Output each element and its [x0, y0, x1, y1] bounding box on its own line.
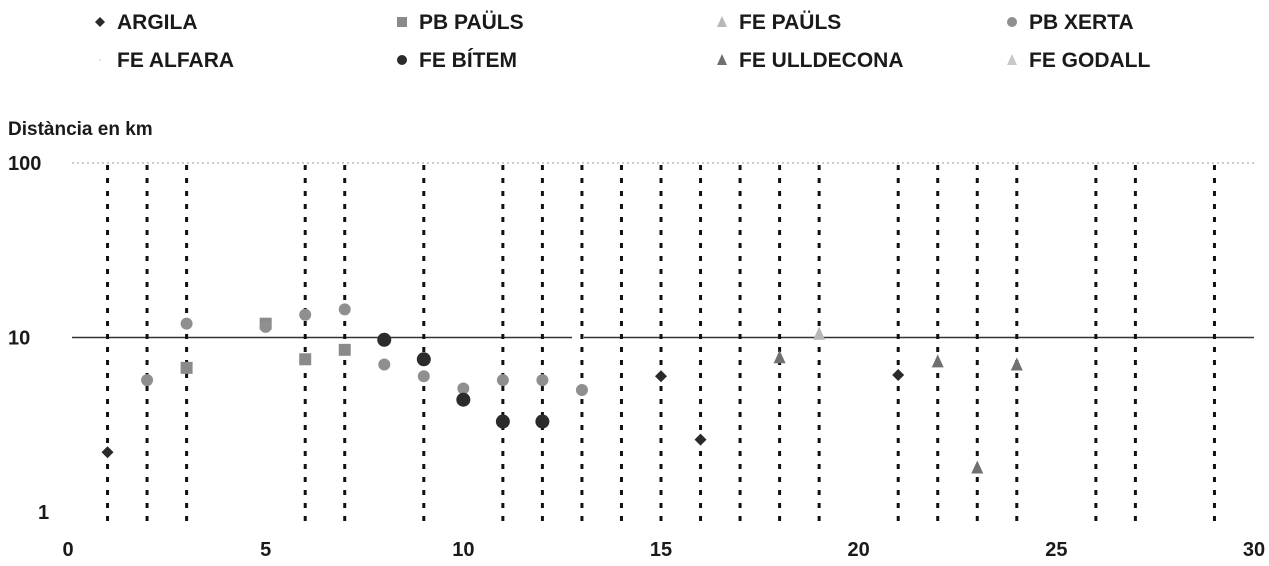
data-point-pb-xerta: [457, 382, 470, 395]
data-point-pb-xerta: [338, 303, 351, 316]
x-tick-label: 30: [1243, 539, 1265, 561]
data-point-pb-pauls: [338, 343, 351, 356]
data-point-pb-xerta: [299, 308, 312, 321]
data-point-fe-ulldecona: [773, 350, 786, 364]
data-point-pb-pauls: [180, 361, 193, 374]
y-axis-label: Distància en km: [8, 119, 153, 140]
legend-item-pb-pauls: PB PAÜLS: [397, 11, 524, 34]
legend-label: PB PAÜLS: [419, 11, 524, 34]
legend-label: FE BÍTEM: [419, 49, 517, 72]
legend-label: FE ULLDECONA: [739, 49, 904, 72]
x-tick-label: 5: [260, 539, 271, 561]
data-point-fe-pauls: [813, 326, 826, 340]
legend-marker-fe-ulldecona: [717, 54, 727, 65]
data-point-argila: [101, 446, 114, 459]
data-point-pb-xerta: [259, 320, 272, 333]
legend-item-fe-godall: FE GODALL: [1007, 49, 1150, 72]
legend-label: FE ALFARA: [117, 49, 234, 72]
legend-item-fe-alfara: FE ALFARA: [99, 49, 234, 72]
legend-marker-fe-bitem: [397, 55, 407, 65]
series-argila: [101, 368, 905, 459]
x-tick-label: 10: [452, 539, 474, 561]
x-tick-label: 15: [650, 539, 672, 561]
legend-label: ARGILA: [117, 11, 198, 34]
data-point-pb-xerta: [496, 374, 509, 387]
data-point-fe-ulldecona: [1010, 357, 1023, 371]
data-point-pb-xerta: [536, 374, 549, 387]
legend-item-fe-bitem: FE BÍTEM: [397, 49, 517, 72]
data-point-pb-xerta: [141, 374, 154, 387]
series-fe-pauls: [813, 326, 826, 340]
y-tick-label: 100: [8, 153, 41, 175]
data-point-fe-bitem: [377, 332, 392, 347]
plot-area: [72, 162, 1254, 522]
legend-marker-fe-godall: [1007, 54, 1017, 65]
legend-marker-pb-xerta: [1007, 17, 1017, 27]
x-tick-label: 20: [848, 539, 870, 561]
legend-item-fe-ulldecona: FE ULLDECONA: [717, 49, 904, 72]
y-tick-label: 1: [38, 502, 49, 524]
x-tick-label: 0: [62, 539, 73, 561]
data-point-pb-xerta: [417, 370, 430, 383]
data-point-pb-xerta: [378, 358, 391, 371]
axis-ticks: 0 5 10 15 20 25 30 1 10 100: [8, 153, 1265, 561]
data-point-argila: [655, 370, 667, 383]
legend-label: FE GODALL: [1029, 49, 1150, 72]
legend-marker-pb-pauls: [397, 17, 407, 27]
legend-marker-argila: [95, 17, 105, 27]
legend-item-pb-xerta: PB XERTA: [1007, 11, 1134, 34]
data-point-fe-ulldecona: [931, 354, 944, 368]
data-point-fe-ulldecona: [971, 460, 984, 474]
legend-marker-fe-pauls: [717, 16, 727, 27]
data-point-fe-bitem: [495, 414, 510, 429]
data-point-fe-bitem: [535, 414, 550, 429]
legend-label: FE PAÜLS: [739, 11, 841, 34]
legend-marker-fe-alfara: [99, 59, 101, 61]
series-fe-bitem: [377, 332, 550, 429]
legend-item-fe-pauls: FE PAÜLS: [717, 11, 841, 34]
x-tick-label: 25: [1045, 539, 1067, 561]
y-tick-label: 10: [8, 328, 30, 350]
data-point-pb-pauls: [299, 353, 312, 366]
series-pb-xerta: [141, 303, 588, 397]
data-point-fe-bitem: [456, 392, 471, 407]
data-point-pb-xerta: [180, 317, 193, 330]
data-point-argila: [892, 368, 905, 381]
legend-label: PB XERTA: [1029, 11, 1134, 34]
legend: ARGILA PB PAÜLS FE PAÜLS PB XERTA FE ALFARA F…: [95, 11, 1150, 72]
data-point-pb-xerta: [575, 384, 588, 397]
data-point-argila: [694, 433, 707, 446]
series-fe-ulldecona: [773, 350, 1023, 474]
legend-item-argila: ARGILA: [95, 11, 198, 34]
data-point-fe-bitem: [416, 352, 431, 367]
